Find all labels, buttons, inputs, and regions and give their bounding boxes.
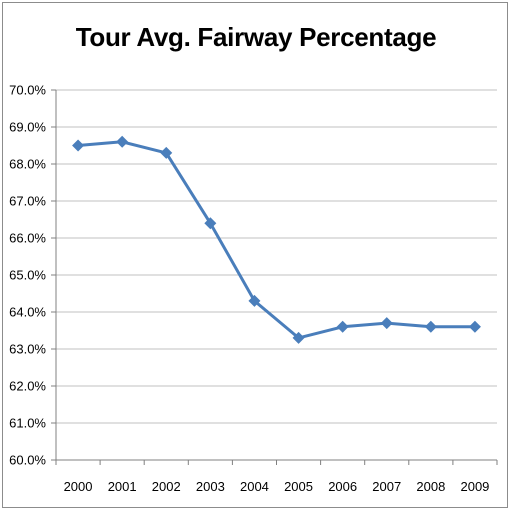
data-point-marker (468, 320, 481, 333)
x-tick-label: 2003 (196, 479, 225, 494)
data-point-marker (160, 146, 173, 159)
data-point-marker (116, 135, 129, 148)
y-tick-label: 66.0% (9, 231, 46, 246)
series-line-path (77, 140, 475, 340)
data-point-marker (336, 320, 349, 333)
x-tick-label: 2008 (416, 479, 445, 494)
y-tick-label: 61.0% (9, 416, 46, 431)
data-point-marker (292, 331, 305, 344)
y-tick-label: 65.0% (9, 268, 46, 283)
y-tick-label: 63.0% (9, 342, 46, 357)
x-tick-label: 2002 (152, 479, 181, 494)
y-tick-label: 67.0% (9, 194, 46, 209)
x-tick-label: 2001 (108, 479, 137, 494)
y-tick-label: 64.0% (9, 305, 46, 320)
y-tick-label: 69.0% (9, 120, 46, 135)
x-tick-label: 2009 (460, 479, 489, 494)
y-tick-labels: 60.0% 61.0% 62.0% 63.0% 64.0% 65.0% 66.0% 67.0%… (9, 83, 46, 468)
x-tick-label: 2006 (328, 479, 357, 494)
axes (51, 89, 498, 465)
series-line (77, 140, 475, 340)
data-point-marker (72, 139, 85, 152)
x-tick-label: 2005 (284, 479, 313, 494)
y-tick-label: 62.0% (9, 379, 46, 394)
data-point-marker (424, 320, 437, 333)
grid-lines (56, 89, 497, 424)
data-point-marker (204, 217, 217, 230)
chart-frame (2, 2, 508, 508)
x-tick-label: 2000 (64, 479, 93, 494)
y-tick-label: 68.0% (9, 157, 46, 172)
x-tick-label: 2004 (240, 479, 269, 494)
data-point-marker (380, 317, 393, 330)
data-markers (72, 135, 481, 344)
x-tick-label: 2007 (372, 479, 401, 494)
chart-title: Tour Avg. Fairway Percentage (75, 22, 437, 52)
x-tick-labels: 2000 2001 2002 2003 2004 2005 2006 2007 2008 2009 (64, 479, 490, 494)
y-tick-label: 70.0% (9, 83, 46, 98)
y-tick-label: 60.0% (9, 453, 46, 468)
data-point-marker (248, 294, 261, 307)
